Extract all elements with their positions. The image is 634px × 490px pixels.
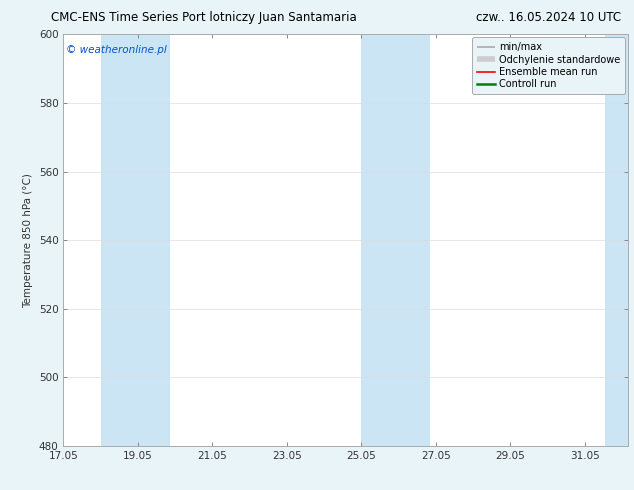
- Bar: [101, 34, 169, 446]
- Text: CMC-ENS Time Series Port lotniczy Juan Santamaria: CMC-ENS Time Series Port lotniczy Juan S…: [51, 11, 356, 24]
- Bar: [361, 34, 430, 446]
- Text: © weatheronline.pl: © weatheronline.pl: [66, 45, 167, 54]
- Text: czw.. 16.05.2024 10 UTC: czw.. 16.05.2024 10 UTC: [476, 11, 621, 24]
- Legend: min/max, Odchylenie standardowe, Ensemble mean run, Controll run: min/max, Odchylenie standardowe, Ensembl…: [472, 37, 624, 94]
- Y-axis label: Temperature 850 hPa (°C): Temperature 850 hPa (°C): [23, 172, 33, 308]
- Bar: [605, 34, 628, 446]
